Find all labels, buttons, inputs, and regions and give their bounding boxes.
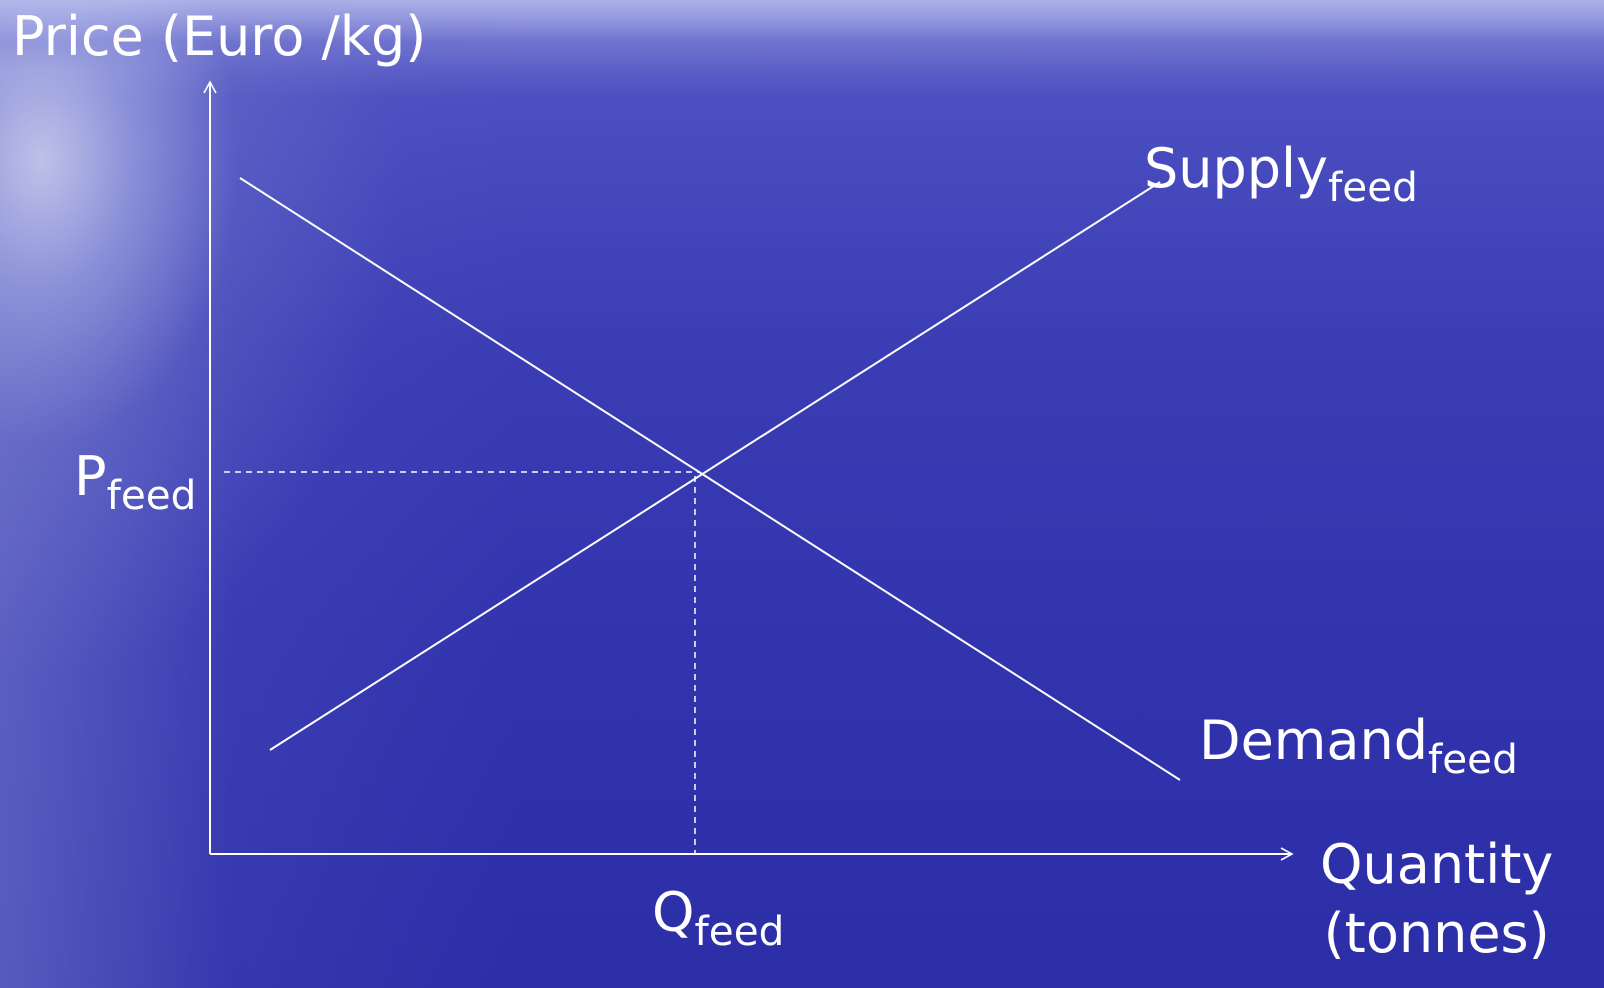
supply-label-text: Supply: [1144, 137, 1329, 200]
demand-curve-label: Demandfeed: [1199, 714, 1518, 780]
demand-label-text: Demand: [1199, 709, 1428, 772]
x-axis-label: Quantity (tonnes): [1320, 830, 1553, 968]
demand-curve: [239, 177, 1181, 781]
x-axis-label-line2: (tonnes): [1323, 902, 1550, 966]
supply-curve: [269, 181, 1161, 751]
quantity-subscript: feed: [694, 907, 785, 956]
x-axis-label-line1: Quantity: [1320, 833, 1554, 896]
supply-label-subscript: feed: [1328, 163, 1418, 212]
demand-label-subscript: feed: [1428, 735, 1518, 784]
price-symbol: P: [74, 445, 107, 508]
price-subscript: feed: [106, 471, 197, 520]
supply-curve-label: Supplyfeed: [1144, 142, 1418, 208]
equilibrium-quantity-label: Qfeed: [652, 886, 784, 952]
quantity-symbol: Q: [652, 881, 695, 944]
y-axis-label: Price (Euro /kg): [12, 5, 427, 68]
equilibrium-price-label: Pfeed: [74, 450, 196, 516]
